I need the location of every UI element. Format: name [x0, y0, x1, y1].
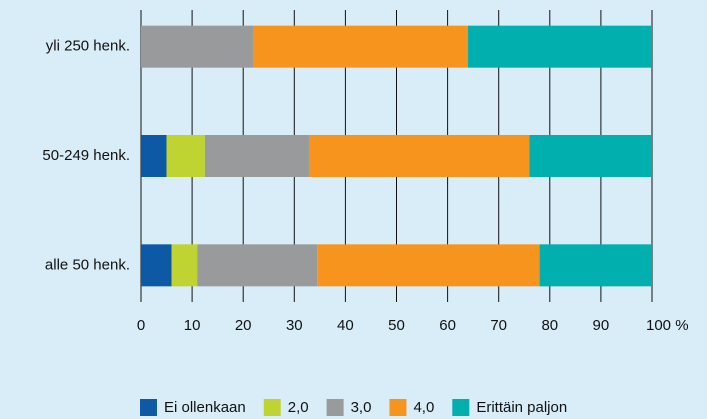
x-tick-label: 10 — [184, 317, 201, 334]
legend-label: Erittäin paljon — [476, 399, 567, 416]
bar-segment — [253, 25, 469, 68]
x-tick-label: 90 — [593, 317, 610, 334]
bar-segment — [197, 244, 318, 287]
x-tick-label: 50 — [388, 317, 405, 334]
bar-segment — [141, 135, 167, 177]
bar-segment — [141, 25, 254, 68]
x-tick-label: 60 — [439, 317, 456, 334]
x-tick-label: 70 — [490, 317, 507, 334]
bar-segment — [539, 244, 652, 287]
legend-swatch — [263, 399, 281, 416]
x-tick-label: 0 — [137, 317, 145, 334]
bar-segment — [468, 25, 652, 68]
legend-swatch — [326, 399, 344, 416]
bar-segment — [309, 135, 530, 177]
y-tick-label: alle 50 henk. — [45, 256, 130, 273]
legend-label: 2,0 — [288, 399, 309, 416]
y-tick-label: yli 250 henk. — [46, 38, 130, 55]
legend-label: 4,0 — [413, 399, 434, 416]
bar-segment — [141, 244, 172, 287]
y-tick-label: 50-249 henk. — [42, 147, 130, 164]
x-tick-label: 100 % — [646, 317, 689, 334]
bar-segment — [529, 135, 652, 177]
x-tick-label: 20 — [235, 317, 252, 334]
legend-swatch — [140, 399, 157, 416]
bar-segment — [204, 135, 310, 177]
bar-segment — [166, 135, 205, 177]
bar-segment — [317, 244, 540, 287]
legend-label: Ei ollenkaan — [164, 399, 246, 416]
x-tick-label: 80 — [541, 317, 558, 334]
legend-swatch — [452, 399, 470, 416]
legend-label: 3,0 — [351, 399, 372, 416]
x-tick-label: 30 — [286, 317, 303, 334]
bar-segment — [171, 244, 198, 287]
legend-swatch — [389, 399, 407, 416]
x-tick-label: 40 — [337, 317, 354, 334]
